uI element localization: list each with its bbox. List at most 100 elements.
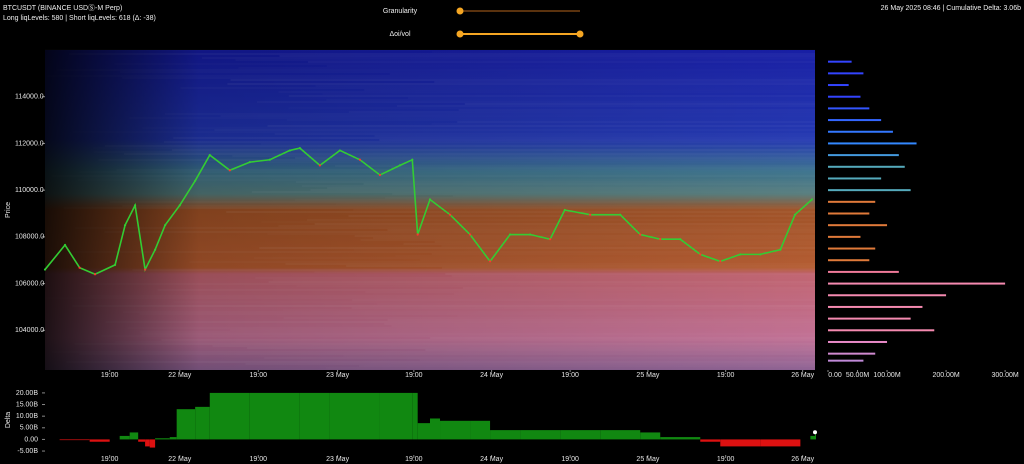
y-tick-label: 108000.0 <box>15 234 44 241</box>
price-point <box>619 213 622 216</box>
profile-bar <box>828 359 864 362</box>
profile-bar <box>828 259 870 262</box>
x-tick-label: 19:00 <box>717 456 735 463</box>
slider-handle[interactable] <box>456 7 464 15</box>
x-tick-label: 0.00 <box>828 372 842 379</box>
profile-bar <box>828 235 861 238</box>
y-tick-label: 114000.0 <box>15 94 44 101</box>
granularity-slider[interactable] <box>456 7 581 15</box>
delta-bar <box>195 406 210 440</box>
delta-last-point <box>813 430 817 435</box>
delta-bar <box>89 439 110 442</box>
price-point <box>508 233 512 236</box>
price-point <box>719 260 722 263</box>
profile-bar <box>828 60 852 63</box>
y-axis-label: Delta <box>5 412 12 428</box>
price-point <box>93 273 97 276</box>
divider <box>815 48 822 372</box>
price-point <box>298 147 301 150</box>
price-point <box>679 238 682 241</box>
price-point <box>288 149 291 152</box>
profile-bar <box>828 270 899 273</box>
price-point <box>208 154 211 157</box>
price-point <box>448 213 452 216</box>
delta-bar <box>379 392 413 440</box>
price-point <box>164 224 167 227</box>
profile-bar <box>828 189 911 192</box>
profile-bar <box>828 247 876 250</box>
delta-bar <box>430 418 441 440</box>
x-tick-label: 24 May <box>480 456 503 463</box>
y-tick-label: 104000.0 <box>15 327 44 334</box>
profile-bar <box>828 317 911 320</box>
oi-vol-slider[interactable] <box>456 30 584 38</box>
delta-bar <box>700 439 721 442</box>
profile-bar <box>828 107 870 110</box>
profile-bar <box>828 212 870 215</box>
x-tick-label: 24 May <box>480 372 503 379</box>
delta-bar <box>760 439 801 447</box>
profile-bar <box>828 95 861 98</box>
profile-bar <box>828 224 888 227</box>
price-point <box>144 268 147 271</box>
price-point <box>268 158 271 161</box>
price-point <box>428 198 432 201</box>
status: 26 May 2025 08:46 | Cumulative Delta: 3.… <box>881 5 1021 12</box>
delta-bar <box>560 430 601 440</box>
profile-bar <box>828 340 888 343</box>
delta-bar <box>209 392 250 440</box>
delta-bar <box>299 392 330 440</box>
x-tick-label: 26 May <box>791 456 814 463</box>
x-tick-label: 19:00 <box>250 372 268 379</box>
price-point <box>639 233 642 236</box>
delta-bar <box>815 432 816 440</box>
delta-bar <box>59 439 90 441</box>
slider-handle[interactable] <box>576 30 584 38</box>
price-point <box>589 213 592 216</box>
profile-bar <box>828 119 882 122</box>
profile-bar <box>828 294 947 297</box>
delta-bar <box>412 392 418 440</box>
x-tick-label: 26 May <box>791 372 814 379</box>
x-tick-label: 19:00 <box>405 456 423 463</box>
y-tick-label: 112000.0 <box>15 140 44 147</box>
profile-bar <box>828 84 849 87</box>
price-point <box>659 238 662 241</box>
profile-bar <box>828 352 876 355</box>
price-point <box>228 169 231 172</box>
x-tick-label: 19:00 <box>717 372 735 379</box>
price-point <box>358 158 362 161</box>
delta-bar <box>149 439 156 448</box>
y-tick-label: 10.00B <box>16 413 39 420</box>
x-tick-label: 19:00 <box>561 372 579 379</box>
price-point <box>563 208 566 212</box>
x-tick-label: 25 May <box>636 456 659 463</box>
y-tick-label: 15.00B <box>16 401 39 408</box>
heatmap-fade <box>45 50 815 370</box>
price-point <box>318 164 321 167</box>
control-label: Granularity <box>383 8 418 15</box>
delta-bar <box>417 423 430 440</box>
profile-bar <box>828 329 935 332</box>
price-point <box>529 233 532 236</box>
price-point <box>810 198 814 201</box>
symbol: BTCUSDT (BINANCE USDⓈ-M Perp) <box>3 4 122 12</box>
profile-bar <box>828 72 864 75</box>
x-tick-label: 19:00 <box>101 456 119 463</box>
control-label: Δoi/vol <box>389 31 410 38</box>
heatmap <box>45 49 815 370</box>
price-point <box>416 233 419 236</box>
delta-bar <box>720 439 761 447</box>
x-tick-label: 22 May <box>168 456 191 463</box>
delta-bar <box>169 437 177 440</box>
y-tick-label: -5.00B <box>17 448 38 455</box>
price-point <box>739 253 742 256</box>
profile-bar <box>828 142 917 145</box>
slider-handle[interactable] <box>456 30 464 38</box>
delta-bar <box>119 435 130 440</box>
x-tick-label: 23 May <box>326 456 349 463</box>
price-point <box>759 253 762 256</box>
price-point <box>793 213 797 216</box>
price-point <box>194 179 197 182</box>
